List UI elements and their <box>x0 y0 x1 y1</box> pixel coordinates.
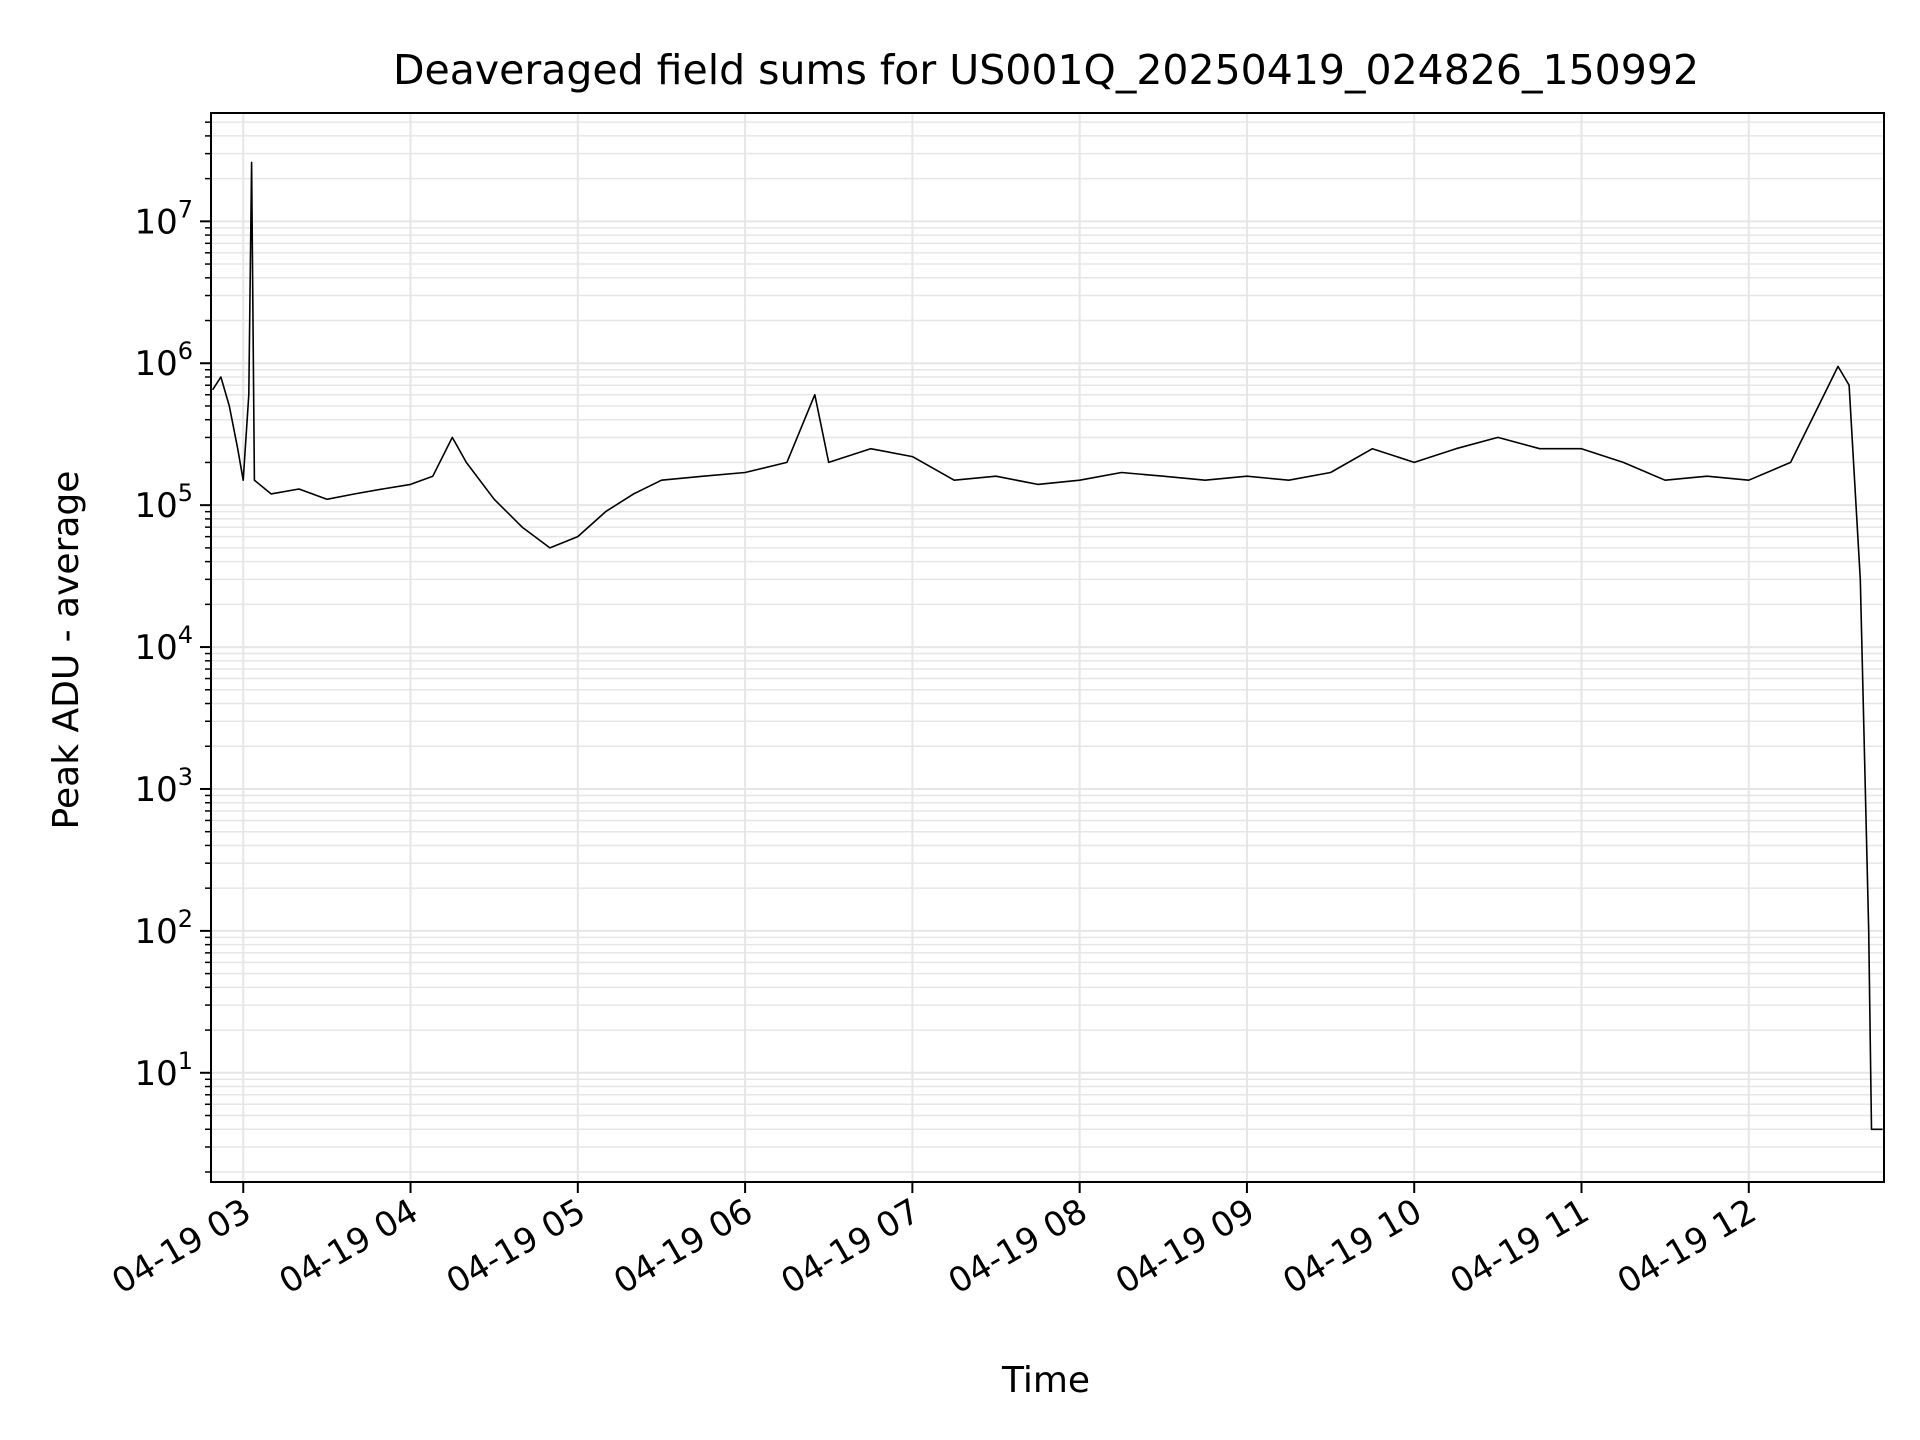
y-axis-label: Peak ADU - average <box>46 471 87 830</box>
chart-title: Deaveraged field sums for US001Q_2025041… <box>393 46 1699 94</box>
y-tick-label: 105 <box>134 479 193 526</box>
grid <box>211 113 1884 1182</box>
series-layer <box>211 161 1883 1131</box>
x-axis-label: Time <box>1001 1360 1090 1401</box>
y-tick-label: 101 <box>134 1047 193 1094</box>
y-tick-label: 104 <box>134 621 193 668</box>
y-tick-label: 106 <box>134 337 193 384</box>
y-tick-label: 102 <box>134 905 193 952</box>
series-line <box>211 161 1883 1131</box>
y-tick-label: 103 <box>134 763 193 810</box>
y-tick-label: 107 <box>134 195 193 242</box>
